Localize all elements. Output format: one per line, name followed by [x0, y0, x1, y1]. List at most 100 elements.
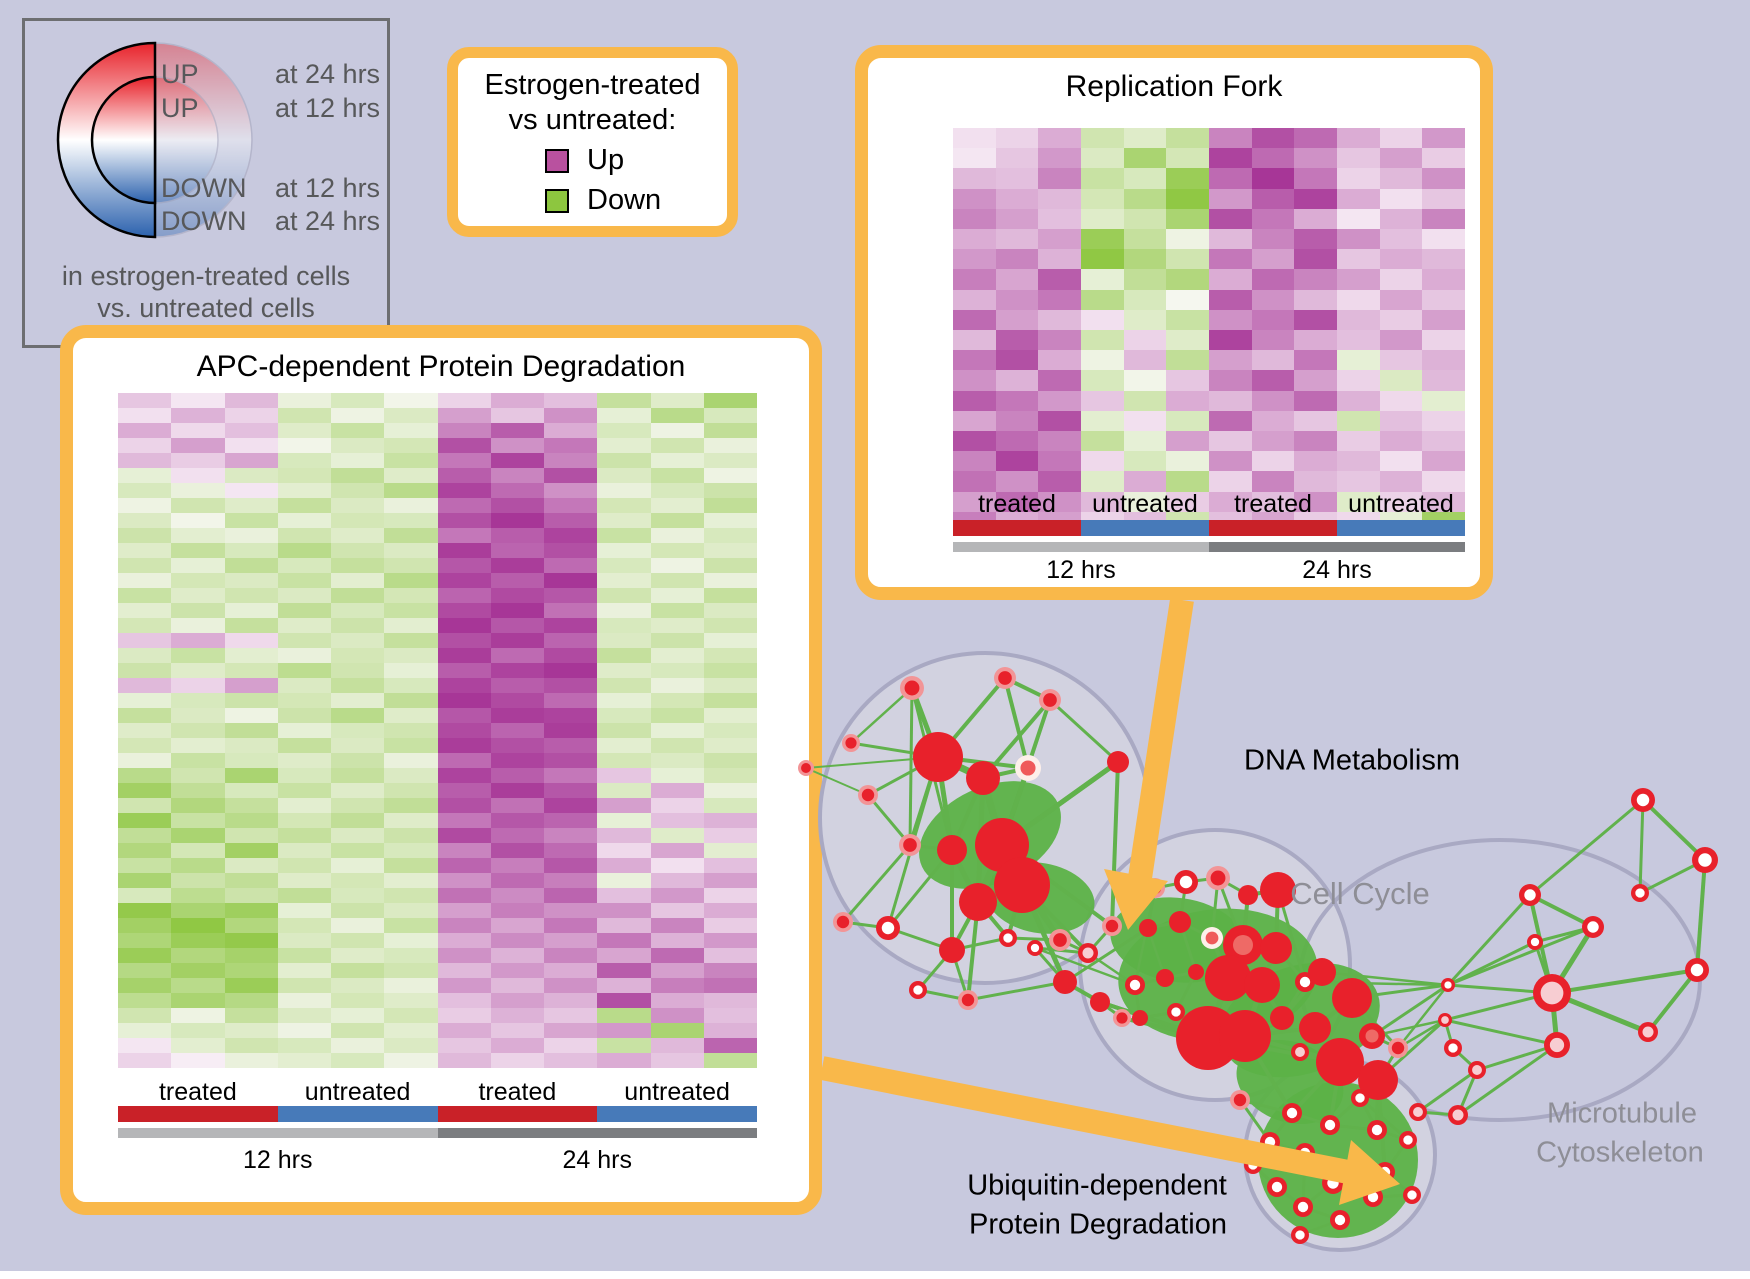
heatmap-cell: [650, 408, 704, 423]
heatmap-cell: [1209, 289, 1252, 310]
legend-down-12-dir: DOWN: [161, 173, 247, 203]
heatmap-cell: [597, 963, 651, 978]
heatmap-cell: [277, 798, 331, 813]
heatmap-cell: [1209, 471, 1252, 492]
heatmap-cell: [277, 888, 331, 903]
heatmap-cell: [384, 468, 438, 483]
heatmap-cell: [331, 483, 385, 498]
heatmap-cell: [331, 873, 385, 888]
heatmap-cell: [331, 1008, 385, 1023]
heatmap-cell: [224, 918, 278, 933]
heatmap-cell: [597, 738, 651, 753]
heatmap-cell: [277, 393, 331, 408]
heatmap-cell: [224, 828, 278, 843]
heatmap-cell: [650, 1038, 704, 1053]
heatmap-cell: [953, 148, 996, 169]
heatmap-cell: [1166, 491, 1209, 512]
heatmap-cell: [544, 528, 598, 543]
bar-segment: [437, 1128, 757, 1138]
heatmap-cell: [703, 453, 757, 468]
heatmap-cell: [1422, 350, 1465, 371]
heatmap-cell: [1081, 350, 1124, 371]
heatmap-cell: [277, 408, 331, 423]
heatmap-cell: [650, 1053, 704, 1068]
heatmap-cell: [384, 918, 438, 933]
heatmap-cell: [224, 753, 278, 768]
heatmap-cell: [384, 633, 438, 648]
legend-caption-line2: vs. untreated cells: [97, 293, 315, 323]
rf-group-label-1: treated: [978, 490, 1056, 518]
heatmap-cell: [277, 963, 331, 978]
heatmap-cell: [1166, 188, 1209, 209]
heatmap-cell: [437, 573, 491, 588]
heatmap-cell: [1251, 289, 1295, 310]
heatmap-cell: [1166, 309, 1209, 330]
heatmap-cell: [437, 993, 491, 1008]
heatmap-cell: [1251, 431, 1295, 452]
heatmap-cell: [1038, 128, 1081, 149]
heatmap-cell: [331, 543, 385, 558]
heatmap-cell: [118, 453, 172, 468]
heatmap-cell: [1422, 471, 1465, 492]
rf-condition-bars: [953, 520, 1465, 536]
legend-down-24-dir: DOWN: [161, 206, 247, 236]
heatmap-cell: [995, 289, 1039, 310]
heatmap-cell: [490, 528, 544, 543]
heatmap-cell: [490, 453, 544, 468]
bar-segment: [1209, 520, 1337, 536]
heatmap-cell: [224, 678, 278, 693]
heatmap-cell: [1038, 148, 1081, 169]
heatmap-cell: [490, 903, 544, 918]
heatmap-cell: [650, 723, 704, 738]
heatmap-cell: [384, 438, 438, 453]
heatmap-cell: [224, 693, 278, 708]
heatmap-cell: [1123, 471, 1167, 492]
heatmap-cell: [118, 843, 172, 858]
heatmap-cell: [597, 423, 651, 438]
heatmap-cell: [703, 768, 757, 783]
heatmap-cell: [1123, 410, 1167, 431]
cluster-label-ubiquitin-line2: Protein Degradation: [969, 1208, 1227, 1241]
rf-group-label-2: untreated: [1092, 490, 1198, 518]
heatmap-cell: [597, 813, 651, 828]
heatmap-cell: [703, 1038, 757, 1053]
heatmap-cell: [118, 498, 172, 513]
heatmap-cell: [1337, 148, 1380, 169]
heatmap-cell: [118, 438, 172, 453]
heatmap-cell: [1422, 208, 1465, 229]
heatmap-cell: [650, 528, 704, 543]
heatmap-cell: [331, 798, 385, 813]
heatmap-cell: [1081, 431, 1124, 452]
heatmap-cell: [490, 993, 544, 1008]
down-color-swatch: [545, 188, 569, 213]
heatmap-cell: [1166, 269, 1209, 290]
heatmap-cell: [1337, 451, 1380, 472]
heatmap-cell: [1422, 330, 1465, 351]
heatmap-cell: [544, 468, 598, 483]
heatmap-cell: [650, 423, 704, 438]
heatmap-cell: [490, 933, 544, 948]
heatmap-cell: [118, 933, 172, 948]
down-label: Down: [587, 184, 662, 216]
heatmap-cell: [1081, 471, 1124, 492]
heatmap-cell: [384, 993, 438, 1008]
heatmap-cell: [277, 1038, 331, 1053]
heatmap-cell: [171, 738, 225, 753]
heatmap-cell: [1379, 471, 1423, 492]
heatmap-cell: [1379, 128, 1423, 149]
heatmap-cell: [1038, 330, 1081, 351]
heatmap-cell: [650, 933, 704, 948]
heatmap-cell: [384, 528, 438, 543]
heatmap-cell: [597, 708, 651, 723]
heatmap-cell: [1379, 289, 1423, 310]
heatmap-cell: [331, 948, 385, 963]
heatmap-cell: [1123, 431, 1167, 452]
heatmap-cell: [1209, 491, 1252, 512]
heatmap-cell: [437, 663, 491, 678]
apc-group-label-2: untreated: [304, 1078, 411, 1106]
heatmap-cell: [1294, 390, 1337, 411]
heatmap-cell: [1081, 269, 1124, 290]
heatmap-cell: [953, 370, 996, 391]
heatmap-cell: [384, 543, 438, 558]
heatmap-cell: [277, 858, 331, 873]
